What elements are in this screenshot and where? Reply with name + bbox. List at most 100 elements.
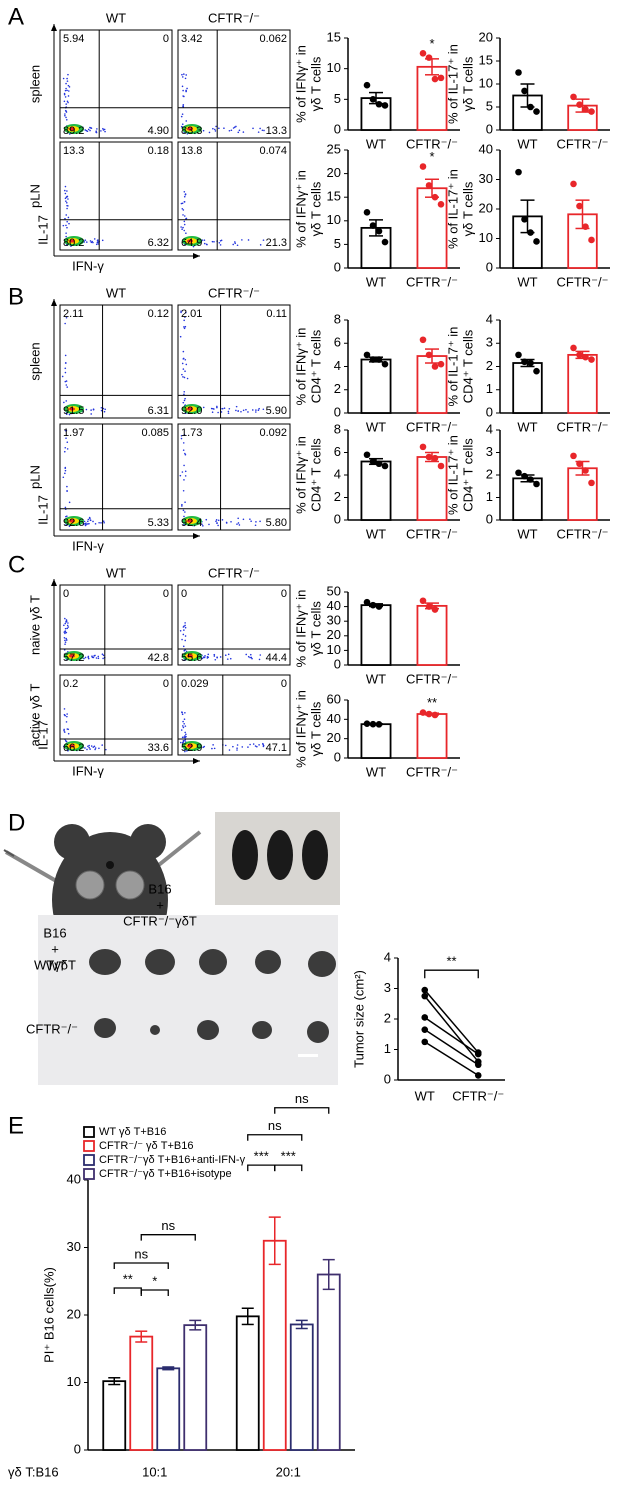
axis-title: IFN-γ [72,763,104,778]
x-tick-label: CFTR⁻/⁻ [557,274,609,289]
flow-dot [182,720,184,723]
data-point [515,469,522,477]
flow-dot [94,654,96,657]
y-axis-title: % of IL-17⁺ in [445,435,460,515]
panel-letter: E [8,1112,24,1139]
flow-dot [64,192,67,195]
data-point [431,454,439,462]
data-point [369,356,377,363]
data-point [437,74,445,82]
flow-plot [59,29,173,139]
flow-dot [255,411,257,413]
y-axis-title: PI⁺ B16 cells(%) [41,1267,56,1363]
quadrant-value: 92.6 [63,517,84,529]
flow-plot [177,29,291,139]
y-tick-label: 0 [334,121,341,136]
axis-title: IL-17 [35,215,50,245]
legend-swatch [83,1168,95,1180]
flow-dot [184,626,187,629]
flow-dot [64,197,67,200]
flow-dot [182,104,185,106]
y-tick-label: 1 [384,1041,391,1056]
significance-label: ns [295,1091,309,1106]
axis-title: IL-17 [35,495,50,525]
column-header: CFTR⁻/⁻ [208,10,260,25]
error-bar [108,1377,121,1386]
flow-dot [104,130,106,133]
y-axis-title: CD4⁺ T cells [308,329,323,403]
flow-dot [64,354,67,357]
data-point [363,451,371,459]
flow-dot [94,523,97,525]
flow-dot [250,656,253,659]
row-label: spleen [27,65,42,103]
y-axis-title: % of IL-17⁺ in [445,169,460,249]
flow-dot [87,518,90,521]
flow-dot [183,215,186,217]
flow-dot [205,518,208,521]
flow-dot [180,226,182,228]
flow-dot [184,624,186,627]
flow-dot [83,520,86,523]
flow-dot [179,741,182,744]
flow-dot [216,406,218,409]
y-tick-label: 3 [486,335,493,350]
flow-dot [88,516,91,519]
flow-dot [181,741,184,744]
quadrant-value: 91.5 [63,405,84,417]
flow-dot [216,405,218,408]
flow-dot [94,747,97,749]
flow-dot [100,522,102,524]
plot-frame [177,29,291,139]
y-axis-title: % of IL-17⁺ in [445,44,460,124]
column-header: WT [106,565,126,580]
y-tick-label: 5 [486,98,493,113]
flow-dot [95,131,97,133]
data-point [363,720,371,727]
flow-dot [88,744,90,747]
flow-dot [66,386,69,388]
flow-dot [62,476,65,479]
flow-dot [64,367,67,370]
flow-dot [180,437,183,440]
flow-dot [101,744,103,746]
x-axis-title: γδ T:B16 [8,1464,59,1479]
quadrant-value: 4.90 [148,125,169,137]
data-point [576,460,583,468]
flow-dot [184,193,187,196]
row-label: pLN [27,465,42,489]
flow-dot [182,214,184,216]
y-tick-label: 30 [479,171,493,186]
flow-dot [214,128,216,131]
x-tick-label: WT [366,274,386,289]
y-tick-label: 0 [486,121,493,136]
flow-dot [183,195,186,198]
data-point [419,597,427,605]
density-core [187,654,193,658]
flow-dot [249,518,251,520]
y-tick-label: 2 [334,489,341,504]
flow-dot [220,411,223,413]
y-tick-label: 5 [334,91,341,106]
quadrant-value: 2.01 [181,308,202,320]
flow-dot [236,523,238,525]
flow-dot [66,448,69,450]
row-label: active γδ T [27,684,42,747]
data-point [533,108,540,115]
flow-dot [182,509,185,512]
column-header: WT [106,285,126,300]
flow-dot [207,653,210,656]
pair-line [424,1029,479,1066]
bar [360,358,392,414]
density-core [69,239,75,243]
flow-dot [180,434,183,437]
y-axis-title: γδ T cells [308,56,323,111]
quadrant-value: 5.33 [148,517,169,529]
flow-plot [59,304,173,419]
y-axis-title: % of IFNγ⁺ in [293,436,308,514]
flow-dot [259,244,262,246]
flow-dot [64,627,67,630]
flow-dot [245,408,247,411]
flow-dot [219,656,222,658]
flow-dot [63,731,66,733]
